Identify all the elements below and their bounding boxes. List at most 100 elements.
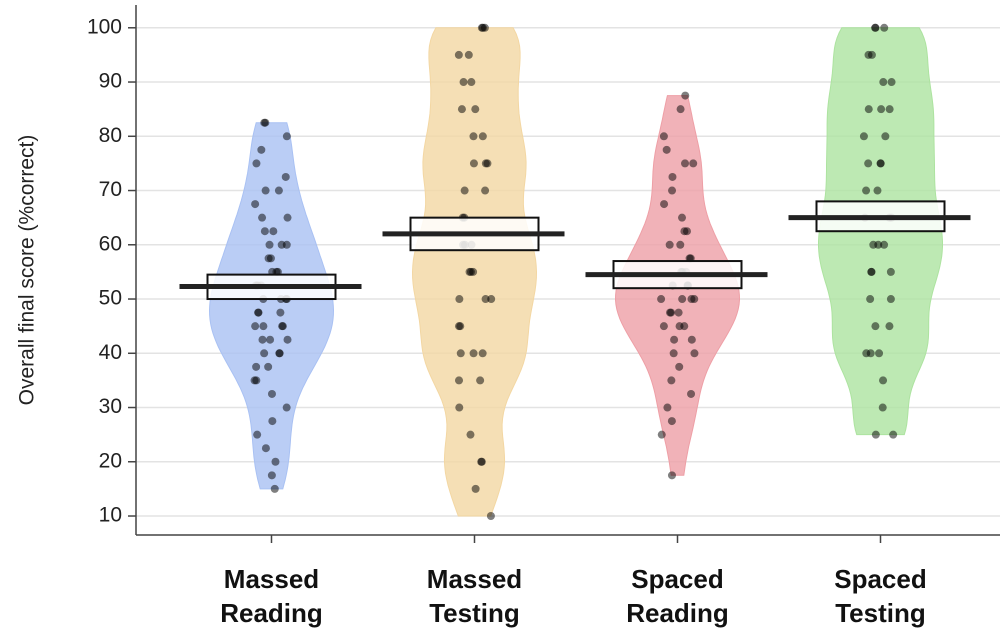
data-point	[681, 159, 690, 168]
data-point	[467, 78, 476, 87]
data-point	[879, 78, 888, 87]
data-point	[477, 457, 486, 466]
data-point	[876, 159, 885, 168]
data-point	[481, 159, 490, 168]
data-point	[271, 457, 280, 466]
data-point	[877, 105, 886, 114]
data-point	[659, 132, 668, 141]
data-point	[455, 295, 464, 304]
data-point	[864, 159, 873, 168]
data-point	[266, 335, 275, 344]
x-tick-label: Spaced Reading	[626, 564, 729, 628]
data-point	[481, 295, 490, 304]
data-point	[880, 240, 889, 249]
data-point	[283, 213, 292, 222]
data-point	[886, 267, 895, 276]
data-point	[478, 349, 487, 358]
data-point	[657, 295, 666, 304]
data-point	[887, 78, 896, 87]
data-point	[460, 186, 469, 195]
data-point	[487, 295, 496, 304]
data-point	[471, 105, 480, 114]
data-point	[681, 91, 690, 100]
data-point	[486, 512, 495, 521]
data-point	[666, 308, 675, 317]
data-point	[276, 308, 285, 317]
y-tick-label: 80	[99, 124, 122, 147]
data-point	[476, 376, 485, 385]
data-point	[885, 105, 894, 114]
data-point	[459, 78, 468, 87]
data-point	[469, 267, 478, 276]
data-point	[251, 322, 260, 331]
data-point	[885, 322, 894, 331]
data-point	[667, 471, 676, 480]
data-point	[867, 267, 876, 276]
data-point	[663, 403, 672, 412]
data-point	[258, 335, 267, 344]
data-point	[275, 349, 284, 358]
data-point	[665, 240, 674, 249]
data-point	[667, 376, 676, 385]
data-point	[270, 484, 279, 493]
data-point	[675, 362, 684, 371]
data-point	[260, 227, 269, 236]
data-point	[251, 200, 260, 209]
data-point	[260, 349, 269, 358]
data-point	[659, 322, 668, 331]
data-point	[869, 240, 878, 249]
data-point	[456, 349, 465, 358]
data-point	[469, 132, 478, 141]
data-point	[871, 322, 880, 331]
data-point	[261, 186, 270, 195]
data-point	[690, 349, 699, 358]
data-point	[669, 349, 678, 358]
y-tick-label: 50	[99, 287, 122, 310]
data-point	[864, 105, 873, 114]
data-point	[455, 376, 464, 385]
x-tick-label: Massed Reading	[220, 564, 323, 628]
data-point	[687, 335, 696, 344]
data-point	[889, 430, 898, 439]
data-point	[866, 295, 875, 304]
data-point	[670, 335, 679, 344]
data-point	[267, 471, 276, 480]
data-point	[265, 240, 274, 249]
data-point	[676, 105, 685, 114]
data-point	[278, 322, 287, 331]
data-point	[252, 362, 261, 371]
data-point	[687, 389, 696, 398]
data-point	[875, 349, 884, 358]
data-point	[478, 132, 487, 141]
data-point	[282, 403, 291, 412]
data-point	[690, 295, 699, 304]
data-point	[881, 132, 890, 141]
data-point	[253, 430, 262, 439]
data-point	[282, 132, 291, 141]
data-point	[254, 308, 263, 317]
data-point	[258, 213, 267, 222]
data-point	[466, 430, 475, 439]
data-point	[878, 403, 887, 412]
data-point	[879, 376, 888, 385]
data-point	[662, 145, 671, 154]
data-point	[260, 118, 269, 127]
data-point	[873, 186, 882, 195]
data-point	[477, 23, 486, 32]
data-point	[864, 50, 873, 59]
data-point	[668, 172, 677, 181]
y-tick-label: 90	[99, 70, 122, 93]
x-tick-label: Spaced Testing	[834, 564, 927, 628]
data-point	[862, 186, 871, 195]
data-point	[668, 186, 677, 195]
data-point	[266, 254, 275, 263]
data-point	[678, 213, 687, 222]
data-point	[674, 308, 683, 317]
data-point	[859, 132, 868, 141]
data-point	[456, 322, 465, 331]
y-tick-label: 30	[99, 395, 122, 418]
y-tick-label: 100	[87, 15, 122, 38]
data-point	[274, 186, 283, 195]
data-point	[675, 322, 684, 331]
